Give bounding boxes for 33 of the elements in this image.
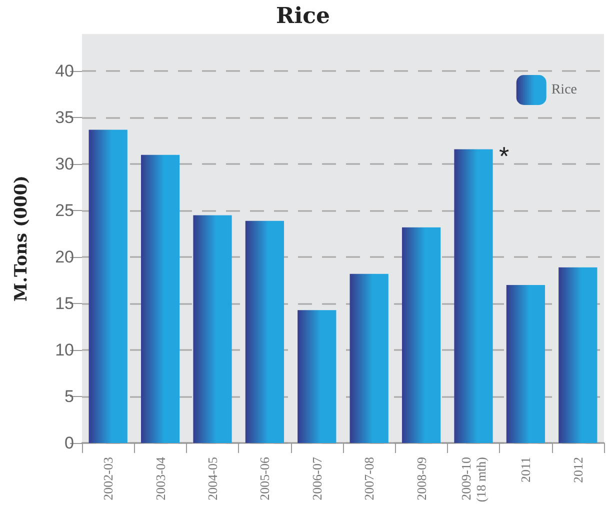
y-tick-label: 40 bbox=[55, 62, 74, 81]
y-tick-label: 35 bbox=[55, 108, 74, 128]
y-tick-label: 0 bbox=[64, 434, 74, 452]
y-tick-label: 10 bbox=[55, 340, 74, 360]
bar bbox=[193, 215, 232, 443]
x-tick-label: 2011 bbox=[518, 457, 534, 483]
y-tick-label: 30 bbox=[55, 154, 74, 174]
x-tick-label: 2007-08 bbox=[362, 457, 377, 500]
x-tick-label: 2005-06 bbox=[257, 456, 272, 500]
bar bbox=[350, 274, 388, 443]
chart-title: Rice bbox=[276, 3, 330, 29]
bar bbox=[506, 284, 546, 443]
x-tick-label: 2008-09 bbox=[414, 457, 429, 500]
x-tick-label: 2012 bbox=[570, 457, 586, 483]
y-tick-label: 15 bbox=[55, 294, 74, 314]
bar bbox=[298, 310, 336, 443]
y-tick-label: 5 bbox=[64, 387, 74, 406]
bar bbox=[88, 130, 128, 443]
y-axis-title: M.Tons (000) bbox=[12, 175, 32, 302]
bar bbox=[402, 227, 441, 443]
legend-label: Rice bbox=[551, 82, 577, 98]
y-tick-label: 20 bbox=[55, 248, 74, 267]
x-tick-label: 2004-05 bbox=[205, 457, 220, 500]
bar bbox=[558, 267, 598, 443]
x-tick-label: 2009-10 (18 mth) bbox=[458, 457, 488, 502]
x-tick-label: 2006-07 bbox=[309, 456, 324, 500]
bar bbox=[454, 149, 493, 443]
bar bbox=[245, 220, 284, 443]
bar bbox=[140, 154, 180, 443]
annotation: * bbox=[499, 140, 510, 171]
x-tick-label: 2002-03 bbox=[100, 457, 116, 500]
y-tick-label: 25 bbox=[55, 201, 74, 220]
x-tick-label: 2003-04 bbox=[152, 456, 168, 500]
